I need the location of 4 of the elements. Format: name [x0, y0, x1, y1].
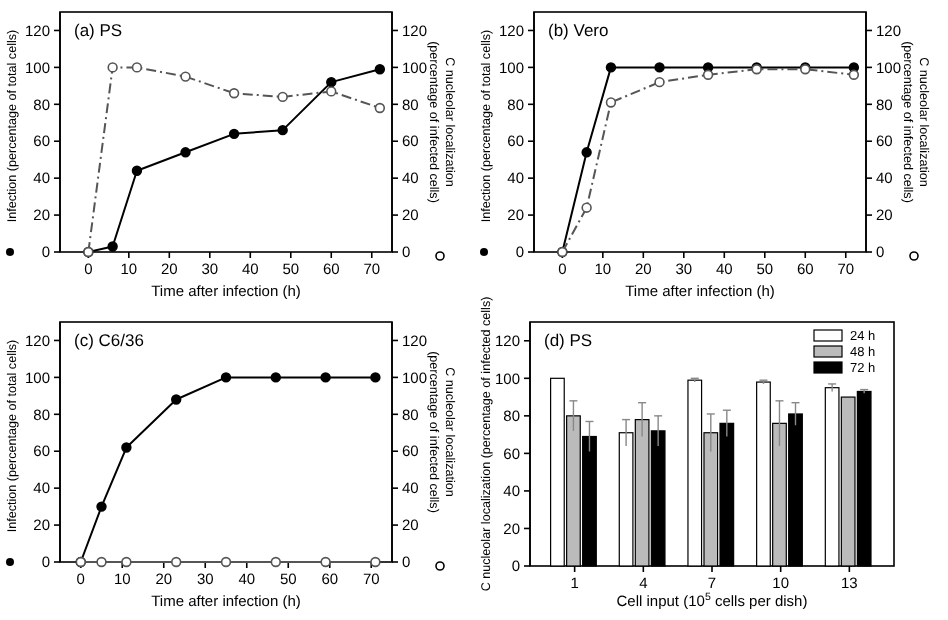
text: (b) Vero — [548, 20, 610, 40]
text: (d) PS — [544, 330, 593, 350]
text: (a) PS — [74, 20, 123, 40]
text: (c) C6/36 — [74, 330, 145, 350]
